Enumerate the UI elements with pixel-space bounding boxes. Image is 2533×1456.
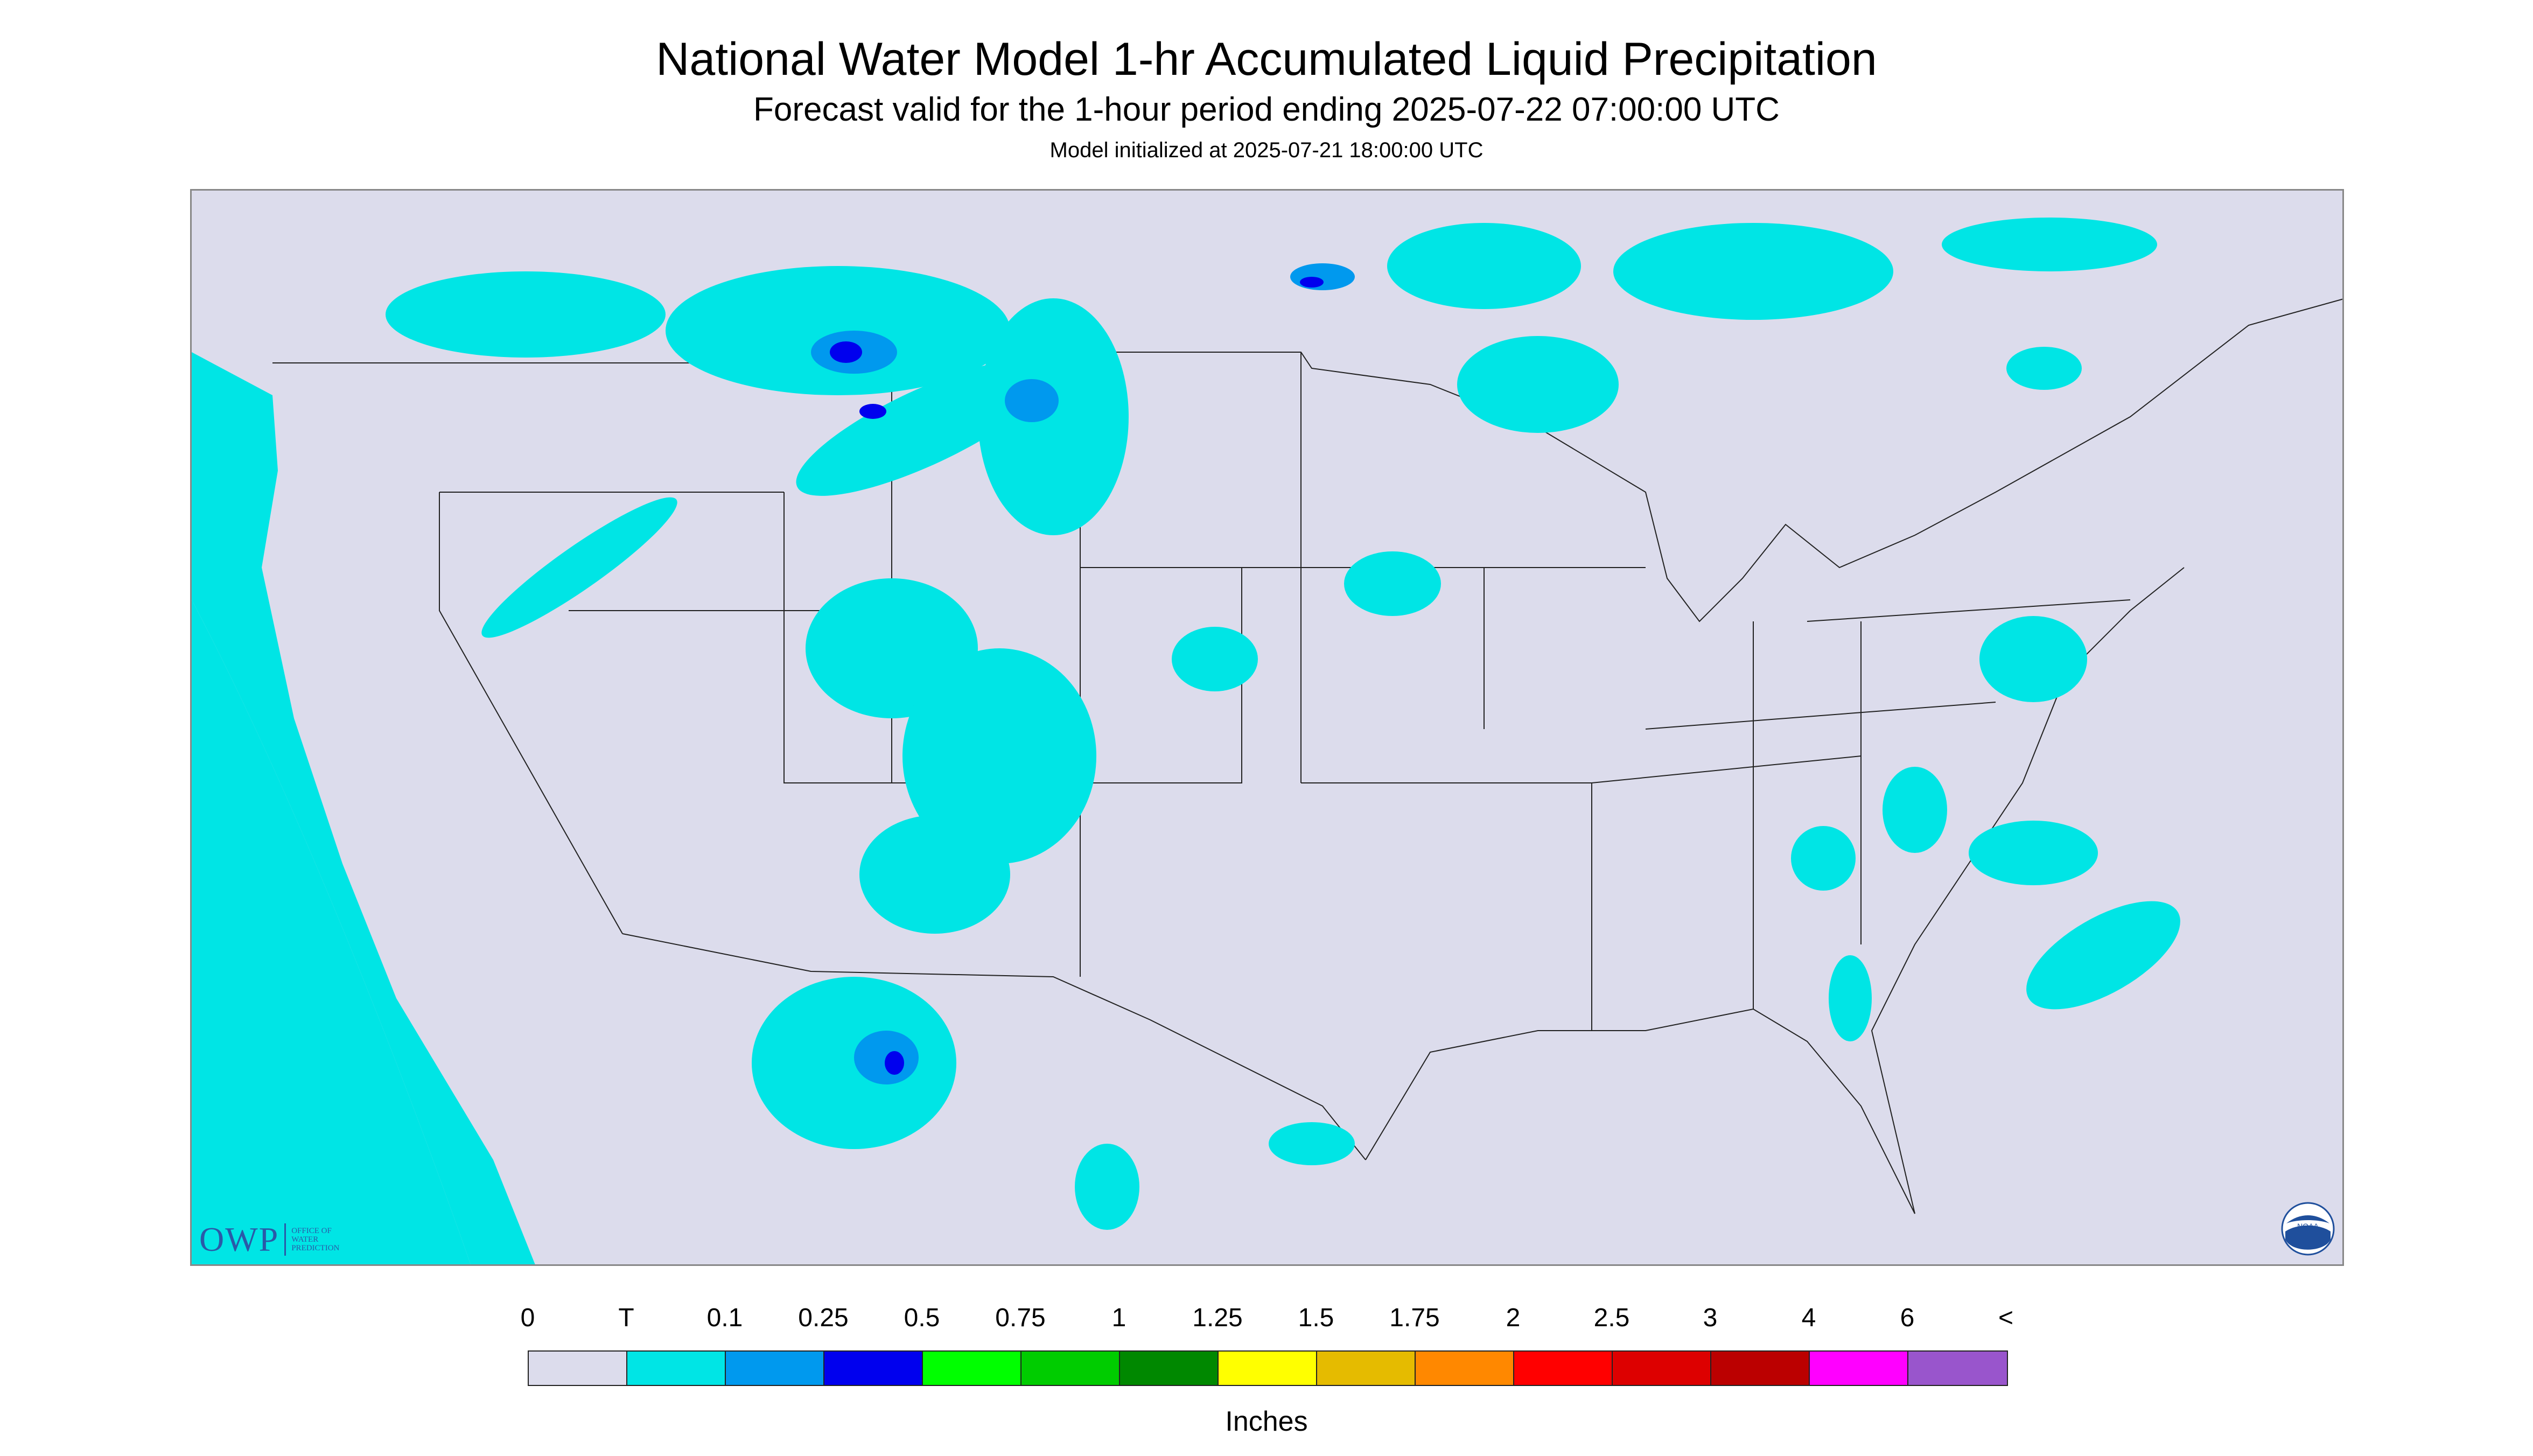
legend-color-cell xyxy=(824,1352,923,1385)
state-boundaries xyxy=(272,298,2342,1214)
owp-logo: OWP OFFICE OF WATER PREDICTION xyxy=(199,1218,339,1261)
legend-tick-label: 6 xyxy=(1900,1304,1915,1332)
legend-units: Inches xyxy=(1225,1406,1308,1437)
owp-divider xyxy=(284,1223,286,1256)
legend-tick-label: 4 xyxy=(1801,1304,1816,1332)
legend-tick-label: 1.25 xyxy=(1192,1304,1243,1332)
noaa-text: NOAA xyxy=(2297,1222,2319,1230)
noaa-logo: NOAA xyxy=(2281,1202,2335,1256)
owp-text-line: PREDICTION xyxy=(291,1244,340,1252)
owp-text-line: WATER xyxy=(291,1235,319,1244)
legend-bar xyxy=(528,1350,2008,1386)
gulf-coast xyxy=(1365,1008,1915,1214)
legend-tick-label: 1.5 xyxy=(1298,1304,1334,1332)
legend-color-cell xyxy=(1317,1352,1416,1385)
legend-tick-label: 0 xyxy=(520,1304,535,1332)
legend-color-cell xyxy=(1416,1352,1514,1385)
legend-color-cell xyxy=(1613,1352,1711,1385)
precip-heaviest xyxy=(830,277,1324,1075)
legend-color-cell xyxy=(1514,1352,1613,1385)
chart-subtitle: Forecast valid for the 1-hour period end… xyxy=(753,91,1780,128)
precip-areas xyxy=(386,218,2180,1230)
legend-color-cell xyxy=(1120,1352,1219,1385)
great-lakes-shore xyxy=(1537,298,2342,622)
precipitation-map xyxy=(190,189,2344,1266)
chart-title: National Water Model 1-hr Accumulated Li… xyxy=(656,33,1877,85)
legend-color-cell xyxy=(726,1352,824,1385)
west-ocean-region xyxy=(192,191,471,1264)
legend-color-cell xyxy=(1219,1352,1317,1385)
legend-color-cell xyxy=(627,1352,726,1385)
east-ocean-strip xyxy=(2184,468,2342,1264)
mexico-us-border xyxy=(622,933,1366,1160)
legend-tick-label: 0.1 xyxy=(706,1304,743,1332)
legend-tick-label: 2 xyxy=(1506,1304,1521,1332)
legend-tick-label: < xyxy=(1998,1304,2014,1332)
atlantic-coast xyxy=(1871,567,2185,1214)
legend-tick-label: 1.75 xyxy=(1389,1304,1440,1332)
legend-tick-label: 0.5 xyxy=(904,1304,940,1332)
legend-tick-label: 1 xyxy=(1111,1304,1126,1332)
map-canvas xyxy=(192,191,2342,1264)
model-init-line: Model initialized at 2025-07-21 18:00:00… xyxy=(1049,138,1484,162)
legend-tick-label: 2.5 xyxy=(1593,1304,1630,1332)
owp-text: OFFICE OF WATER PREDICTION xyxy=(291,1227,339,1252)
legend-tick-label: 3 xyxy=(1703,1304,1718,1332)
legend-ticks: 0 T 0.1 0.25 0.5 0.75 1 1.25 1.5 1.75 2 2.5 3 4 6 < xyxy=(0,1303,2533,1335)
owp-mark: OWP xyxy=(199,1220,279,1258)
legend-color-cell xyxy=(1810,1352,1908,1385)
legend-tick-label: T xyxy=(618,1304,634,1332)
legend-color-cell xyxy=(923,1352,1021,1385)
owp-text-line: OFFICE OF xyxy=(291,1227,332,1235)
legend-color-cell xyxy=(1908,1352,2007,1385)
legend-color-cell xyxy=(1711,1352,1810,1385)
legend-tick-label: 0.25 xyxy=(798,1304,849,1332)
legend-color-cell xyxy=(529,1352,627,1385)
legend-tick-label: 0.75 xyxy=(995,1304,1046,1332)
legend-color-cell xyxy=(1021,1352,1120,1385)
pacific-coast-precip xyxy=(192,352,535,1264)
